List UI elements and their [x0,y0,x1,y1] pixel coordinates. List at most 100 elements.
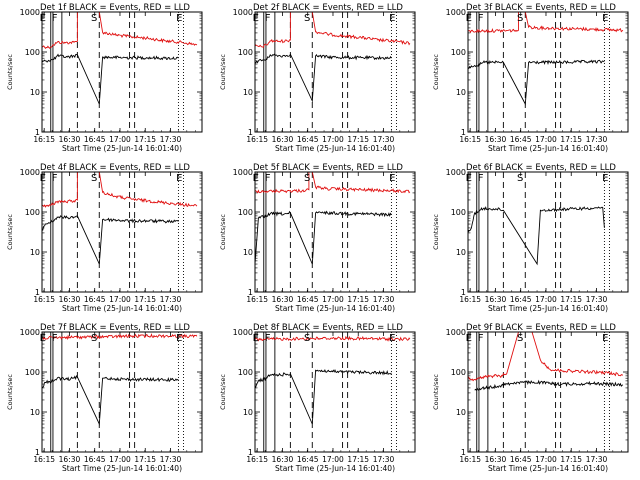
x-tick-label: 16:15 [33,455,55,464]
marker-label: F [478,13,484,24]
x-tick-label: 17:15 [134,295,156,304]
marker-label: E [602,13,608,24]
y-tick-label: 10 [243,248,253,257]
marker-label: E [40,173,46,184]
x-tick-label: 17:15 [347,135,369,144]
lld-series-line [255,335,411,342]
panel-det-3: Det 3f BLACK = Events, RED = LLD Counts/s… [432,3,629,153]
x-tick-label: 17:00 [535,295,557,304]
y-tick-label: 100 [451,48,466,57]
y-tick-label: 10 [456,408,466,417]
y-tick-label: 100 [238,48,253,57]
panel-det-8: Det 8f BLACK = Events, RED = LLD Counts/s… [219,323,416,473]
x-tick-label: 16:30 [485,455,507,464]
x-tick-label: 16:45 [84,455,106,464]
x-tick-label: 17:00 [322,135,344,144]
lld-series-line [42,333,198,341]
panel-frame [467,331,629,453]
y-tick-label: 10 [456,248,466,257]
x-tick-label: 16:15 [246,455,268,464]
panel-title: Det 8f BLACK = Events, RED = LLD [253,323,403,333]
x-tick-label: 17:00 [109,295,131,304]
panel-det-4: Det 4f BLACK = Events, RED = LLD Counts/s… [6,163,203,313]
marker-label: E [389,13,395,24]
marker-label: F [265,333,271,344]
x-tick-label: 16:15 [246,295,268,304]
x-tick-label: 16:15 [246,135,268,144]
x-tick-label: 17:30 [160,135,182,144]
marker-label: S [517,13,523,24]
events-series-line [42,215,179,265]
panel-frame [467,11,629,133]
marker-label: E [176,173,182,184]
y-tick-label: 10 [30,408,40,417]
panel-frame [41,331,203,453]
x-tick-label: 17:00 [109,455,131,464]
plot-area [255,332,411,452]
y-axis-label: Counts/sec [6,54,14,90]
marker-label: E [176,333,182,344]
x-tick-label: 17:15 [560,135,582,144]
y-tick-label: 1000 [20,328,40,337]
x-tick-label: 17:30 [586,295,608,304]
marker-label: S [304,173,310,184]
marker-label: F [478,333,484,344]
x-tick-label: 17:30 [160,455,182,464]
x-tick-label: 17:30 [373,295,395,304]
plot-area [255,172,411,292]
marker-label: E [253,13,259,24]
y-tick-label: 1 [35,288,40,297]
panel-title: Det 7f BLACK = Events, RED = LLD [40,323,190,333]
y-tick-label: 1000 [233,8,253,17]
marker-label: E [389,333,395,344]
plot-area [255,12,411,132]
marker-label: E [176,13,182,24]
panel-det-1: Det 1f BLACK = Events, RED = LLD Counts/s… [6,3,203,153]
panel-det-9: Det 9f BLACK = Events, RED = LLD Counts/s… [432,323,629,473]
y-axis-label: Counts/sec [219,214,227,250]
panel-title: Det 2f BLACK = Events, RED = LLD [253,3,403,13]
x-tick-label: 16:30 [59,135,81,144]
y-tick-label: 1000 [446,168,466,177]
marker-label: E [40,13,46,24]
panel-title: Det 3f BLACK = Events, RED = LLD [466,3,616,13]
lld-series-line [42,12,198,49]
lld-series-line [42,172,198,208]
marker-label: E [40,333,46,344]
y-tick-label: 1 [461,128,466,137]
x-axis-label: Start Time (25-Jun-14 16:01:40) [488,144,608,153]
y-tick-label: 10 [30,248,40,257]
panel-frame [254,331,416,453]
panel-title: Det 4f BLACK = Events, RED = LLD [40,163,190,173]
marker-label: E [253,333,259,344]
x-axis-label: Start Time (25-Jun-14 16:01:40) [488,464,608,473]
y-tick-label: 1000 [233,328,253,337]
x-tick-label: 16:15 [459,295,481,304]
y-tick-label: 1 [248,448,253,457]
y-tick-label: 1000 [446,328,466,337]
panel-title: Det 6f BLACK = Events, RED = LLD [466,163,616,173]
y-tick-label: 1000 [20,8,40,17]
events-series-line [42,374,179,426]
panel-title: Det 1f BLACK = Events, RED = LLD [40,3,190,13]
x-axis-label: Start Time (25-Jun-14 16:01:40) [275,144,395,153]
x-axis-label: Start Time (25-Jun-14 16:01:40) [275,304,395,313]
panel-title: Det 5f BLACK = Events, RED = LLD [253,163,403,173]
y-axis-label: Counts/sec [432,54,440,90]
marker-label: E [466,173,472,184]
marker-label: F [52,173,58,184]
y-tick-label: 10 [456,88,466,97]
events-series-line [255,53,392,103]
events-series-line [255,210,392,265]
x-tick-label: 16:30 [59,455,81,464]
x-tick-label: 16:45 [84,135,106,144]
marker-label: F [52,333,58,344]
x-tick-label: 16:45 [297,295,319,304]
y-tick-label: 100 [25,48,40,57]
marker-label: E [466,333,472,344]
x-axis-label: Start Time (25-Jun-14 16:01:40) [62,144,182,153]
marker-label: S [517,173,523,184]
x-tick-label: 16:15 [33,295,55,304]
marker-label: E [466,13,472,24]
